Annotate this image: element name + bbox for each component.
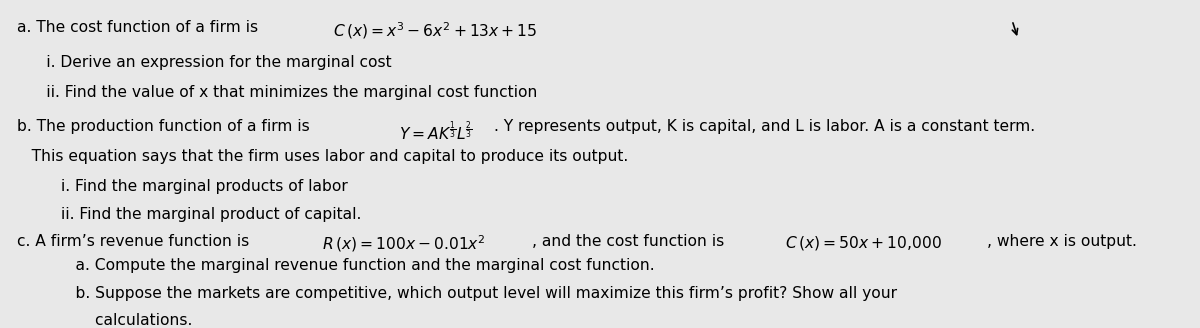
Text: i. Derive an expression for the marginal cost: i. Derive an expression for the marginal… bbox=[17, 55, 391, 70]
Text: , where x is output.: , where x is output. bbox=[986, 234, 1136, 249]
Text: . Y represents output, K is capital, and L is labor. A is a constant term.: . Y represents output, K is capital, and… bbox=[494, 119, 1036, 134]
Text: b. Suppose the markets are competitive, which output level will maximize this fi: b. Suppose the markets are competitive, … bbox=[17, 286, 898, 301]
Text: ii. Find the marginal product of capital.: ii. Find the marginal product of capital… bbox=[17, 207, 361, 222]
Text: ii. Find the value of x that minimizes the marginal cost function: ii. Find the value of x that minimizes t… bbox=[17, 85, 538, 100]
Text: calculations.: calculations. bbox=[17, 313, 192, 328]
Text: $Y = AK^{\frac{1}{3}}L^{\frac{2}{3}}$: $Y = AK^{\frac{1}{3}}L^{\frac{2}{3}}$ bbox=[400, 119, 473, 143]
Text: a. Compute the marginal revenue function and the marginal cost function.: a. Compute the marginal revenue function… bbox=[17, 258, 655, 273]
Text: i. Find the marginal products of labor: i. Find the marginal products of labor bbox=[17, 178, 348, 194]
Text: $C\,(x) = 50x + 10,\!000$: $C\,(x) = 50x + 10,\!000$ bbox=[785, 234, 942, 252]
Text: a. The cost function of a firm is: a. The cost function of a firm is bbox=[17, 20, 263, 35]
Text: , and the cost function is: , and the cost function is bbox=[532, 234, 728, 249]
Text: $C\,(x) = x^3 - 6x^2 + 13x + 15$: $C\,(x) = x^3 - 6x^2 + 13x + 15$ bbox=[334, 20, 538, 41]
Text: b. The production function of a firm is: b. The production function of a firm is bbox=[17, 119, 314, 134]
Text: c. A firm’s revenue function is: c. A firm’s revenue function is bbox=[17, 234, 254, 249]
Text: $R\,(x) = 100x - 0.01x^2$: $R\,(x) = 100x - 0.01x^2$ bbox=[322, 234, 485, 254]
Text: This equation says that the firm uses labor and capital to produce its output.: This equation says that the firm uses la… bbox=[17, 149, 629, 164]
